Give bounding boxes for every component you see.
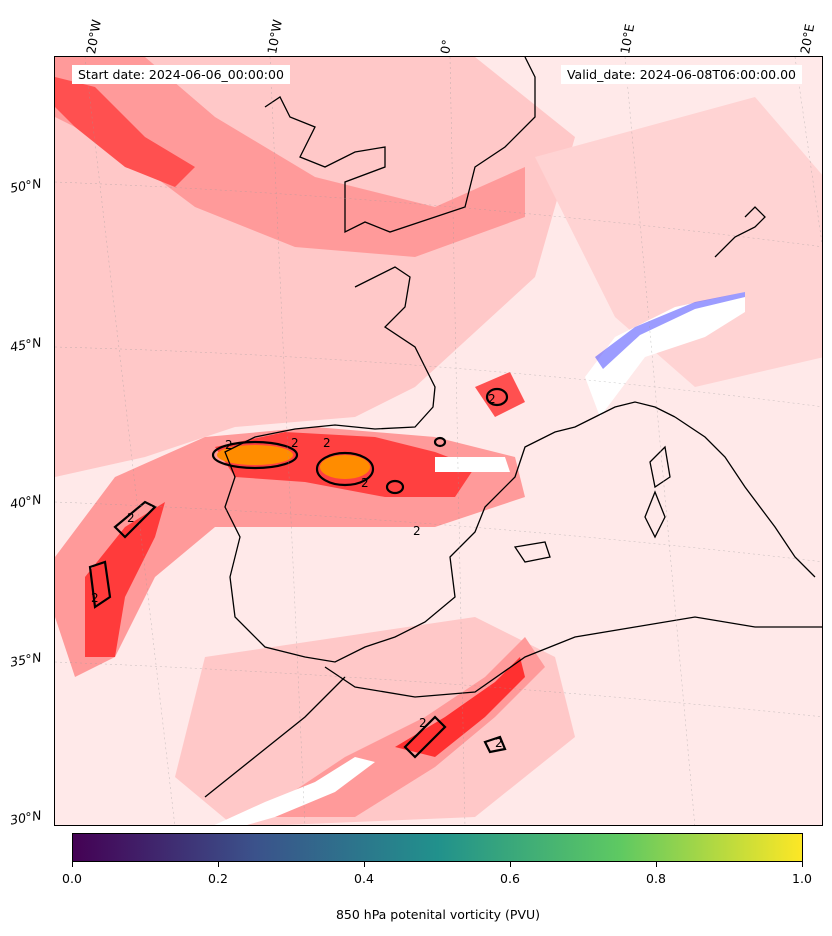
lat-label-45n: 45°N [8,334,43,355]
colorbar-tick [510,862,511,867]
field-mid-red-northwest [55,57,525,257]
colorbar-ticklabel: 0.4 [354,871,374,886]
lon-label-10e: 10°E [617,22,638,55]
field-light-red-south [175,617,575,825]
start-date-label: Start date: 2024-06-06_00:00:00 [72,65,290,84]
contour-label: 2 [419,716,427,730]
contour-label: 2 [225,438,233,452]
contour-label: 2 [291,436,299,450]
colorbar [72,833,803,862]
contour-label: 2 [127,511,135,525]
graticule [55,57,822,825]
map-panel: 2 2 2 2 2 2 2 2 2 2 [54,56,823,826]
valid-date-label: Valid_date: 2024-06-08T06:00:00.00 [560,65,802,84]
colorbar-tick [72,862,73,867]
field-strong-red-atlantic [85,502,165,657]
colorbar-ticklabel: 1.0 [792,871,812,886]
contour-label: 2 [495,736,503,750]
colorbar-ticklabel: 0.8 [646,871,666,886]
field-strong-red-northwest [55,77,195,187]
colorbar-ticklabel: 0.0 [62,871,82,886]
lat-label-50n: 50°N [8,175,43,196]
field-mid-red-africa [255,637,545,817]
contour-labels: 2 2 2 2 2 2 2 2 2 2 [91,392,503,750]
lon-label-10w: 10°W [264,18,285,55]
lon-label-0: 0° [437,38,455,55]
field-light-red-east [535,97,822,387]
colorbar-ticklabel: 0.6 [500,871,520,886]
lat-label-35n: 35°N [8,649,43,670]
coastlines [204,57,822,798]
contour-label: 2 [323,436,331,450]
field-strong-red-africa [395,657,525,757]
contour-label: 2 [361,476,369,490]
lon-label-20e: 20°E [797,22,818,55]
lat-label-30n: 30°N [8,807,43,828]
colorbar-tick [656,862,657,867]
pv-max-orange-east [320,455,370,479]
field-strong-red-gulf [475,372,525,417]
lat-label-40n: 40°N [8,491,43,512]
colorbar-tick [802,862,803,867]
mask-alps [585,292,745,417]
colorbar-ticklabel: 0.2 [208,871,228,886]
map-canvas: 2 2 2 2 2 2 2 2 2 2 [55,57,822,825]
lon-label-20w: 20°W [83,18,104,55]
contour-label: 2 [488,392,496,406]
pv-max-orange-west [217,445,293,465]
contour-label: 2 [91,591,99,605]
pv-contours [88,387,509,759]
mask-central-spain [435,457,510,472]
contour-label: 2 [413,524,421,538]
colorbar-tick [364,862,365,867]
colorbar-title: 850 hPa potenital vorticity (PVU) [335,907,541,922]
mask-blue-alps [595,292,745,369]
colorbar-tick [218,862,219,867]
mask-atlas [214,757,375,825]
